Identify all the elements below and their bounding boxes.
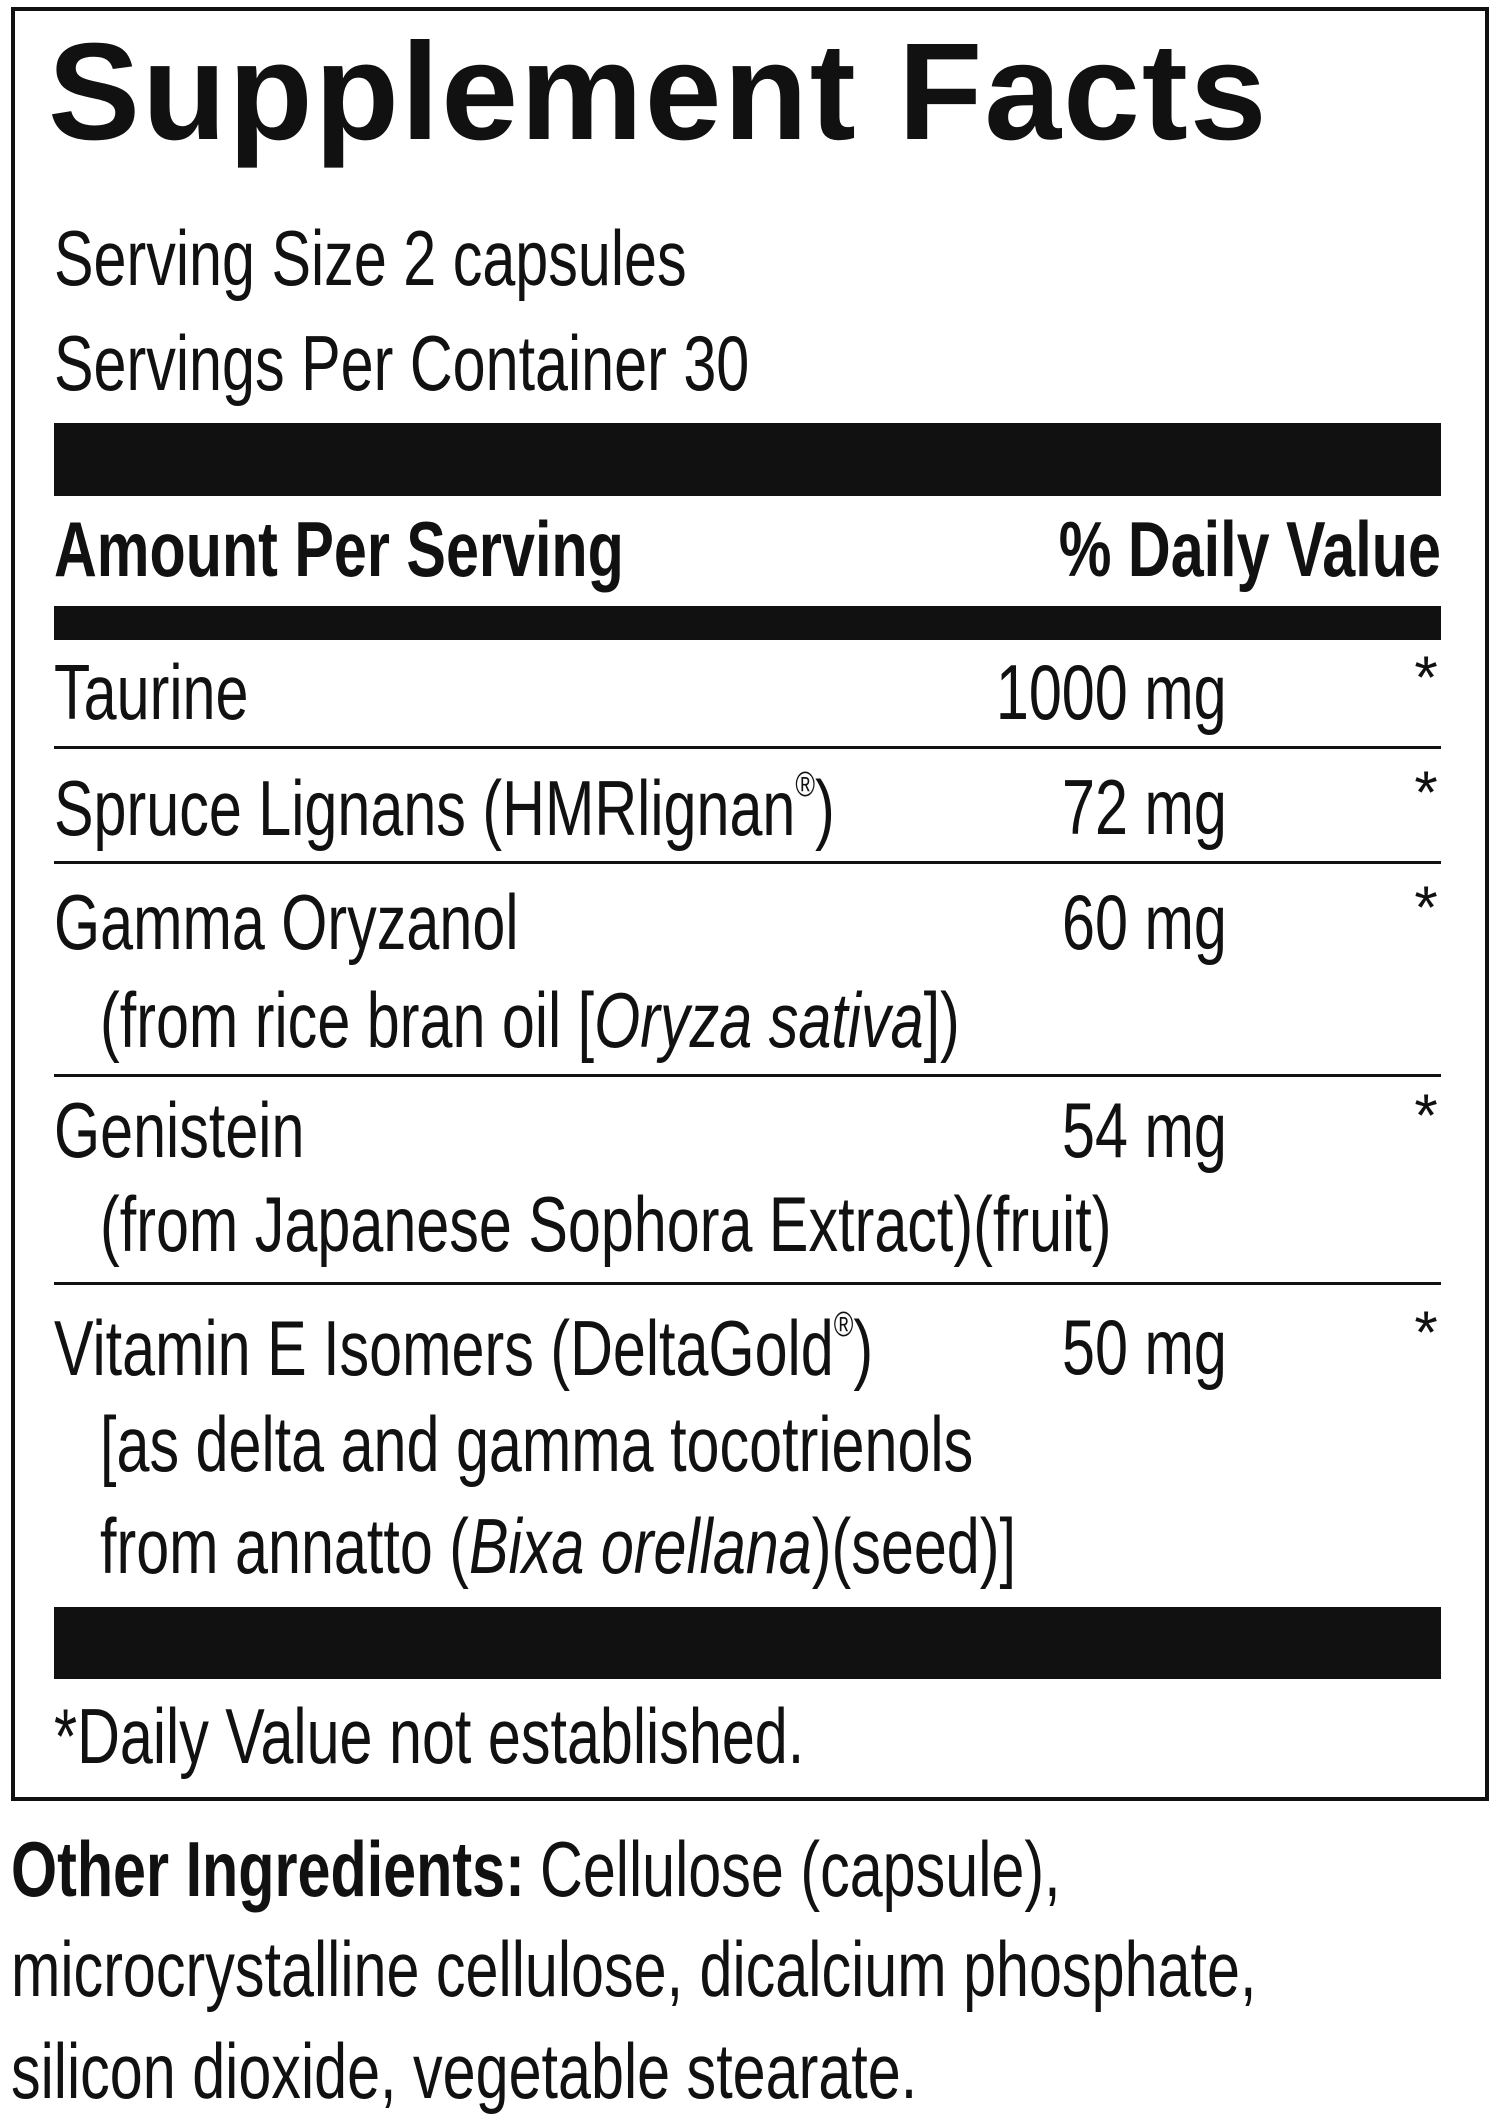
amount: 60 mg xyxy=(1062,878,1227,966)
other-ingredients-text: silicon dioxide, vegetable stearate. xyxy=(11,2027,918,2115)
ingredient-name: Taurine xyxy=(54,653,248,731)
serving-size: Serving Size 2 capsules xyxy=(54,214,687,302)
thin-rule xyxy=(54,1282,1441,1285)
amount: 54 mg xyxy=(1062,1086,1227,1174)
text-segment: Spruce Lignans (HMRlignan xyxy=(54,763,796,852)
text-segment: Gamma Oryzanol xyxy=(54,878,519,966)
ingredient-detail: from annatto (Bixa orellana)(seed)] xyxy=(100,1507,1016,1585)
other-ingredients-text: Cellulose (capsule), xyxy=(540,1825,1061,1913)
amount: 1000 mg xyxy=(996,648,1227,736)
text-segment: from annatto ( xyxy=(100,1502,470,1590)
text-segment: ® xyxy=(795,765,816,805)
text-segment: Genistein xyxy=(54,1086,305,1174)
servings-per-container: Servings Per Container 30 xyxy=(54,319,750,407)
text-segment: ) xyxy=(853,1303,874,1392)
daily-value: * xyxy=(1414,1082,1438,1149)
text-segment: ]) xyxy=(923,976,960,1064)
text-segment: Oryza sativa xyxy=(594,976,924,1064)
ingredient-detail: [as delta and gamma tocotrienols xyxy=(100,1405,973,1483)
text-segment: [as delta and gamma tocotrienols xyxy=(100,1400,974,1488)
daily-value: * xyxy=(1414,644,1438,711)
thin-rule xyxy=(54,861,1441,864)
daily-value: * xyxy=(1414,759,1438,826)
thin-rule xyxy=(54,1074,1441,1077)
thin-rule xyxy=(54,746,1441,749)
amount: 50 mg xyxy=(1062,1303,1227,1391)
daily-value: * xyxy=(1414,1299,1438,1366)
other-ingredients-line: Other Ingredients: Cellulose (capsule), xyxy=(11,1830,1061,1908)
facts-box xyxy=(11,7,1489,1801)
text-segment: Bixa orellana xyxy=(469,1502,812,1590)
ingredient-name: Spruce Lignans (HMRlignan®) xyxy=(54,767,835,847)
text-segment: ® xyxy=(833,1305,854,1345)
amount: 72 mg xyxy=(1062,763,1227,851)
ingredient-detail: (from Japanese Sophora Extract)(fruit) xyxy=(100,1185,1111,1263)
footnote: *Daily Value not established. xyxy=(54,1692,805,1780)
title: Supplement Facts xyxy=(48,15,1269,169)
text-segment: )(seed)] xyxy=(811,1502,1016,1590)
ingredient-name: Genistein xyxy=(54,1091,304,1169)
other-ingredients-label: Other Ingredients: xyxy=(11,1825,525,1913)
ingredient-name: Gamma Oryzanol xyxy=(54,883,518,961)
text-segment: (from rice bran oil [ xyxy=(100,976,595,1064)
other-ingredients-text: microcrystalline cellulose, dicalcium ph… xyxy=(11,1925,1257,2013)
thick-rule xyxy=(54,423,1441,496)
text-segment: (from Japanese Sophora Extract)(fruit) xyxy=(100,1180,1112,1268)
header-daily-value: % Daily Value xyxy=(1058,505,1441,593)
thick-rule xyxy=(54,1607,1441,1679)
text-segment: Vitamin E Isomers (DeltaGold xyxy=(54,1303,834,1392)
ingredient-detail: (from rice bran oil [Oryza sativa]) xyxy=(100,981,960,1059)
text-segment: Taurine xyxy=(54,648,249,736)
header-amount: Amount Per Serving xyxy=(54,505,624,593)
daily-value: * xyxy=(1414,874,1438,941)
medium-rule xyxy=(54,606,1441,640)
ingredient-name: Vitamin E Isomers (DeltaGold®) xyxy=(54,1307,873,1387)
text-segment: ) xyxy=(815,763,835,852)
